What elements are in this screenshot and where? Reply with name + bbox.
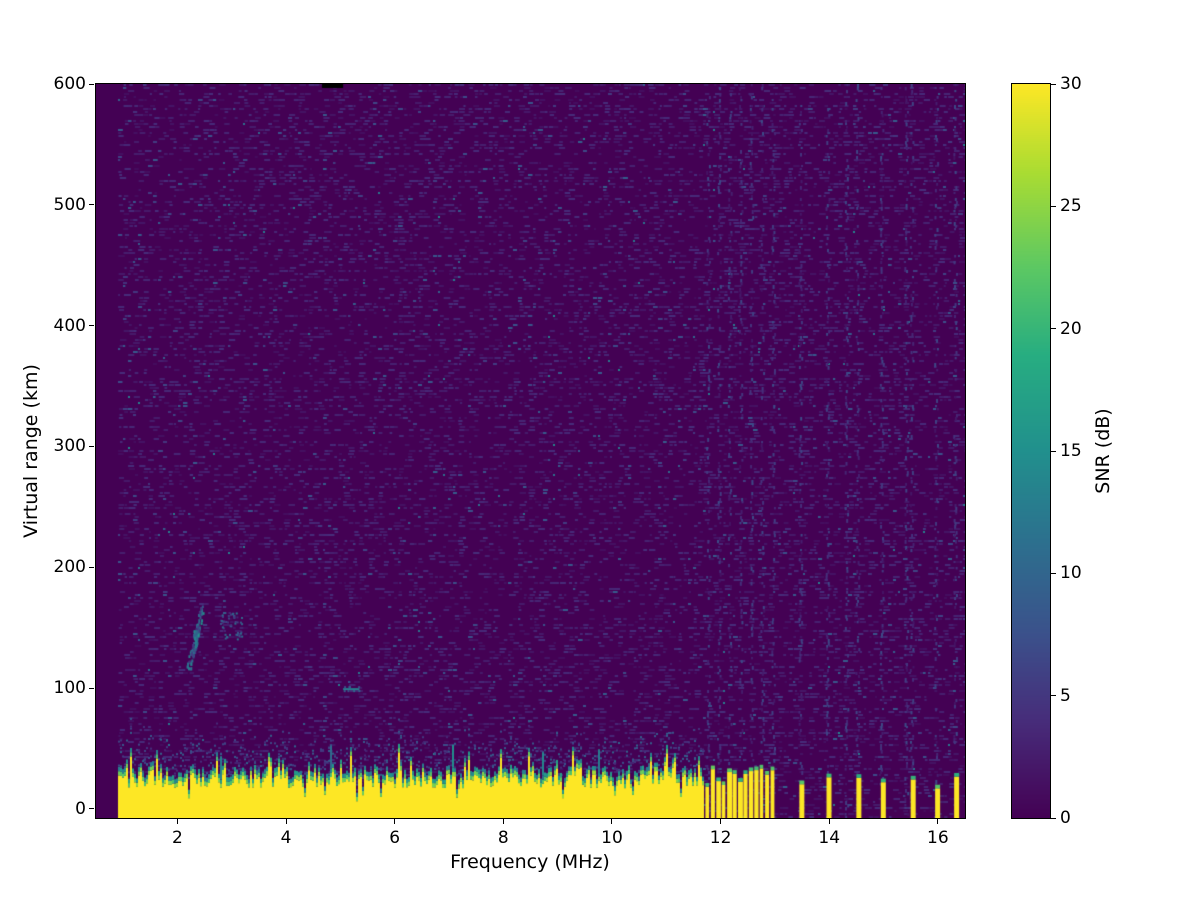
colorbar-tick-label: 20 — [1060, 318, 1082, 339]
ionogram-heatmap — [96, 84, 965, 818]
x-tick-mark — [720, 819, 722, 824]
colorbar-tick-mark — [1051, 328, 1056, 330]
x-tick-mark — [285, 819, 287, 824]
y-tick-label: 100 — [53, 678, 86, 699]
x-tick-label: 2 — [172, 828, 183, 848]
colorbar-tick-mark — [1051, 572, 1056, 574]
y-tick-label: 500 — [53, 194, 86, 215]
colorbar — [1011, 83, 1051, 819]
y-tick-mark — [89, 204, 94, 206]
x-tick-mark — [828, 819, 830, 824]
y-tick-label: 600 — [53, 74, 86, 94]
colorbar-tick-label: 15 — [1060, 441, 1082, 461]
x-tick-label: 14 — [818, 828, 841, 848]
y-tick-label: 300 — [53, 436, 86, 457]
colorbar-gradient — [1012, 84, 1050, 818]
plot-area — [95, 83, 966, 819]
colorbar-tick-label: 25 — [1060, 196, 1082, 217]
x-tick-mark — [611, 819, 613, 824]
colorbar-tick-mark — [1051, 83, 1056, 85]
x-tick-mark — [937, 819, 939, 824]
x-tick-mark — [176, 819, 178, 824]
y-tick-mark — [89, 325, 94, 327]
x-axis-label: Frequency (MHz) — [450, 851, 610, 873]
x-tick-label: 12 — [709, 828, 732, 848]
x-tick-label: 8 — [497, 828, 509, 848]
colorbar-tick-label: 10 — [1060, 563, 1082, 584]
colorbar-tick-mark — [1051, 817, 1056, 819]
colorbar-tick-mark — [1051, 205, 1056, 207]
y-tick-mark — [89, 445, 94, 447]
y-tick-mark — [89, 808, 94, 810]
colorbar-tick-mark — [1051, 450, 1056, 452]
y-tick-mark — [89, 687, 94, 689]
y-tick-mark — [89, 566, 94, 568]
colorbar-tick-label: 30 — [1060, 74, 1082, 94]
colorbar-tick-label: 5 — [1060, 685, 1071, 706]
x-tick-label: 10 — [601, 828, 623, 848]
x-tick-mark — [394, 819, 396, 824]
x-tick-label: 6 — [389, 828, 401, 848]
x-tick-mark — [502, 819, 504, 824]
y-tick-label: 400 — [53, 315, 86, 336]
colorbar-tick-mark — [1051, 695, 1056, 697]
y-tick-label: 200 — [53, 557, 86, 578]
x-tick-label: 16 — [927, 828, 949, 848]
y-tick-label: 0 — [75, 798, 86, 819]
x-tick-label: 4 — [280, 828, 292, 848]
colorbar-tick-label: 0 — [1060, 808, 1071, 828]
y-tick-mark — [89, 83, 94, 85]
